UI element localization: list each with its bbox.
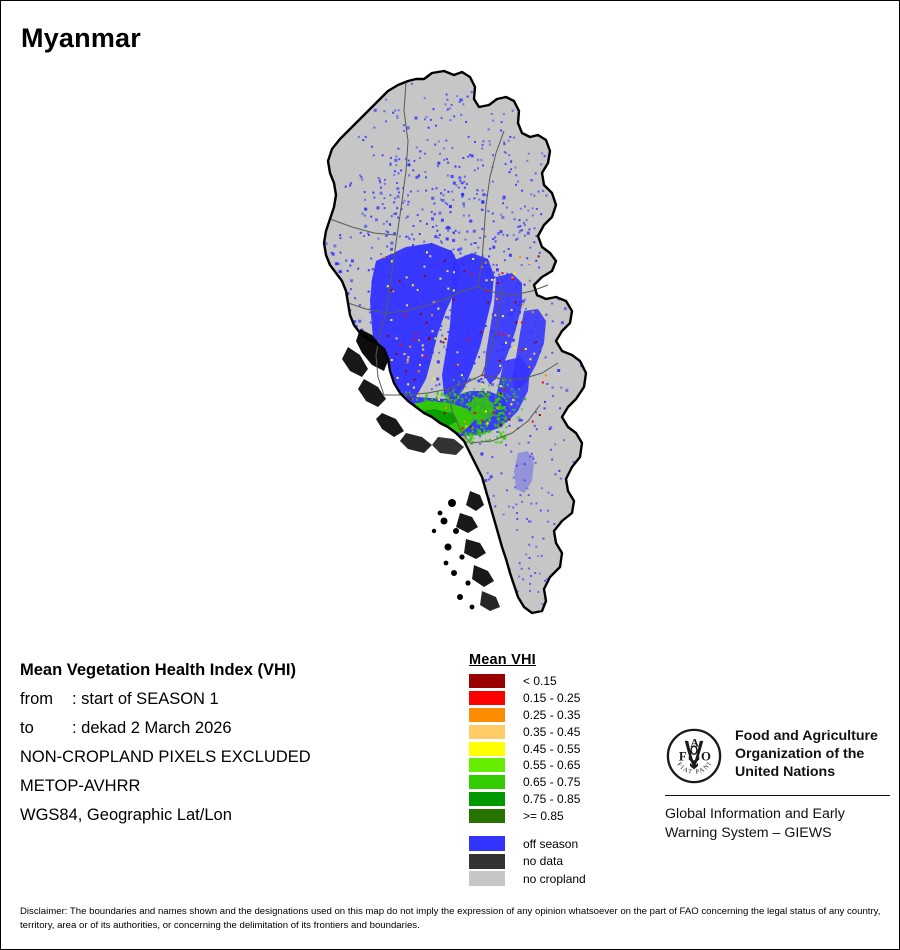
fao-logo-icon: F A O FIAT PANIS (665, 727, 722, 784)
legend-class-row: 0.25 - 0.35 (469, 707, 649, 724)
info-from-value: : start of SEASON 1 (72, 690, 219, 708)
legend-class-row: >= 0.85 (469, 807, 649, 824)
legend-class-row: 0.75 - 0.85 (469, 791, 649, 808)
legend-class-swatch (469, 775, 505, 790)
legend-class-label: 0.75 - 0.85 (523, 791, 581, 806)
legend-extra-list: off season no data no cropland (469, 835, 649, 888)
legend-class-label: >= 0.85 (523, 808, 564, 823)
legend-class-row: 0.55 - 0.65 (469, 757, 649, 774)
legend-class-swatch (469, 741, 505, 756)
info-note: NON-CROPLAND PIXELS EXCLUDED (20, 748, 311, 766)
legend-class-swatch (469, 707, 505, 722)
map-nodata (342, 329, 500, 611)
map-legend: Mean VHI < 0.15 0.15 - 0.25 0.25 - 0.35 0.3… (469, 652, 649, 888)
legend-class-swatch (469, 724, 505, 739)
legend-class-row: 0.35 - 0.45 (469, 723, 649, 740)
legend-class-swatch (469, 691, 505, 706)
legend-class-label: 0.35 - 0.45 (523, 724, 581, 739)
legend-extra-label: no data (523, 854, 564, 869)
legend-class-label: 0.65 - 0.75 (523, 775, 581, 790)
giews-system-name: Global Information and Early Warning Sys… (665, 806, 845, 841)
info-heading: Mean Vegetation Health Index (VHI) (20, 661, 296, 679)
map-canvas[interactable] (256, 61, 676, 631)
legend-class-swatch (469, 758, 505, 773)
map-info-block: Mean Vegetation Health Index (VHI) from:… (20, 656, 450, 830)
legend-extra-row: no data (469, 853, 649, 871)
info-to-row: to : dekad 2 March 2026 (20, 714, 450, 743)
disclaimer-text: Disclaimer: The boundaries and names sho… (20, 906, 881, 931)
legend-extra-label: off season (523, 836, 579, 851)
legend-class-swatch (469, 674, 505, 689)
legend-extra-swatch (469, 871, 505, 887)
legend-class-label: 0.25 - 0.35 (523, 707, 581, 722)
fao-organization-name: Food and Agriculture Organization of the… (735, 728, 878, 781)
fao-logo-letter-a: A (691, 737, 700, 750)
legend-extra-label: no cropland (523, 871, 586, 886)
info-sensor: METOP-AVHRR (20, 777, 141, 795)
fao-divider (665, 795, 890, 796)
legend-class-row: < 0.15 (469, 673, 649, 690)
legend-class-label: 0.55 - 0.65 (523, 758, 581, 773)
legend-extra-swatch (469, 853, 505, 869)
legend-class-row: 0.15 - 0.25 (469, 690, 649, 707)
legend-class-label: < 0.15 (523, 674, 557, 689)
page-title: Myanmar (21, 23, 141, 53)
fao-logo-letter-o: O (701, 750, 711, 764)
info-to-value: : dekad 2 March 2026 (72, 719, 232, 737)
legend-class-swatch (469, 808, 505, 823)
legend-class-swatch (469, 791, 505, 806)
map-warm-pixels (383, 251, 548, 432)
info-from-label: from (20, 690, 53, 708)
legend-class-row: 0.45 - 0.55 (469, 740, 649, 757)
myanmar-map-svg[interactable] (256, 61, 676, 631)
fao-logo-letter-f: F (679, 750, 687, 764)
info-from-row: from : start of SEASON 1 (20, 685, 450, 714)
legend-class-list: < 0.15 0.15 - 0.25 0.25 - 0.35 0.35 - 0.45 0… (469, 673, 649, 824)
fao-branding: F A O FIAT PANIS Food and Agriculture Or… (665, 727, 890, 843)
legend-class-label: 0.15 - 0.25 (523, 691, 581, 706)
legend-extra-row: no cropland (469, 870, 649, 888)
info-projection: WGS84, Geographic Lat/Lon (20, 806, 232, 824)
legend-class-row: 0.65 - 0.75 (469, 774, 649, 791)
info-to-label: to (20, 719, 34, 737)
legend-extra-swatch (469, 836, 505, 852)
legend-title: Mean VHI (469, 652, 536, 668)
legend-extra-row: off season (469, 835, 649, 853)
legend-class-label: 0.45 - 0.55 (523, 741, 581, 756)
